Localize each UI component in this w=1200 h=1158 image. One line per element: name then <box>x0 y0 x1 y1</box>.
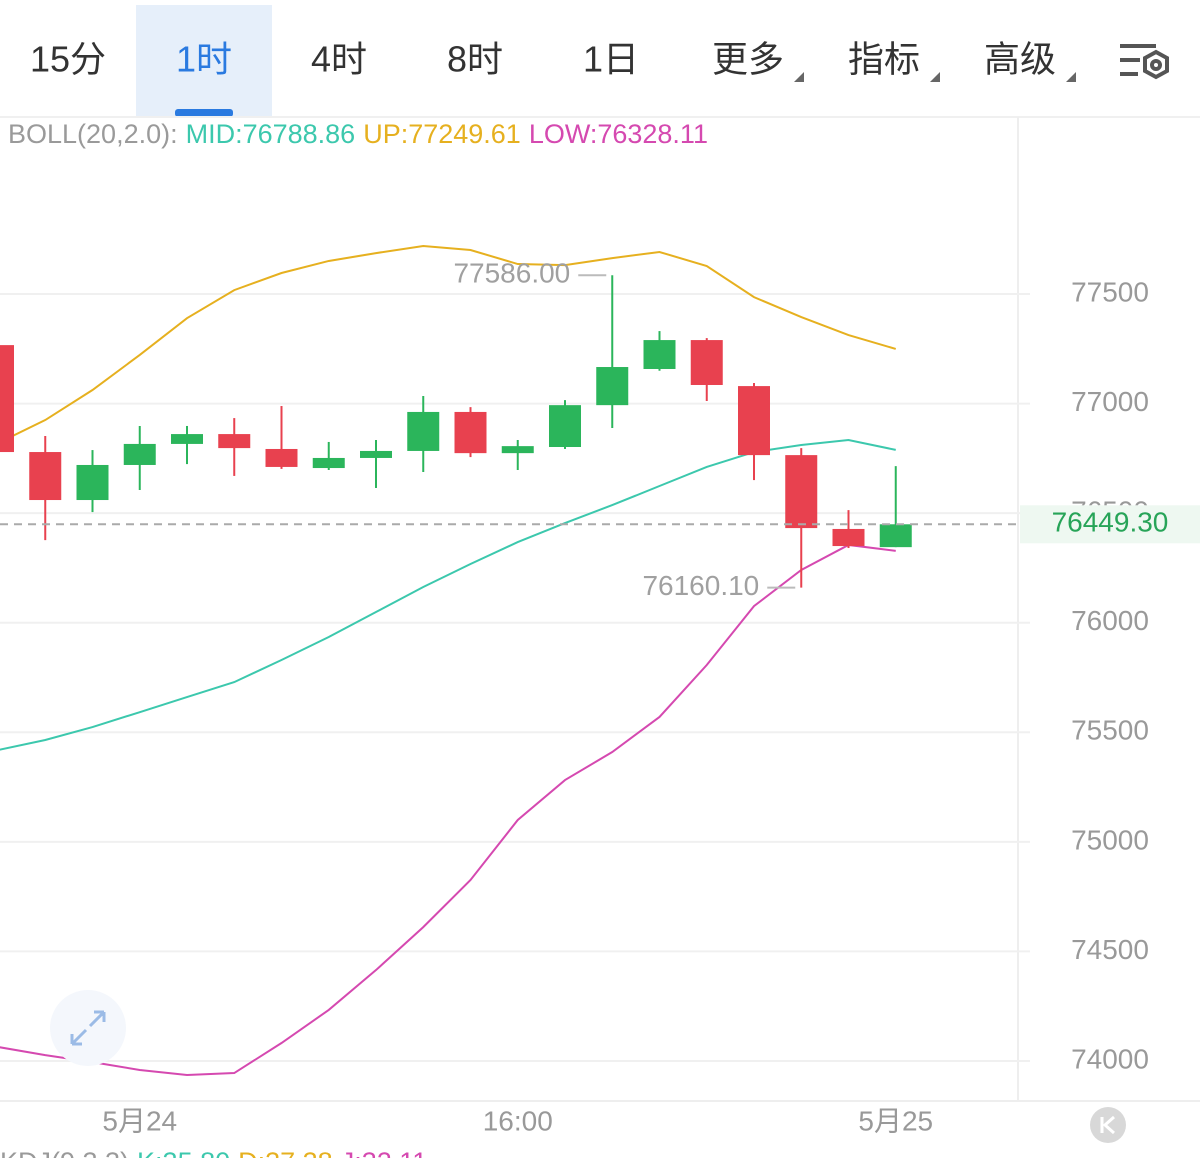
candle-body <box>549 405 581 448</box>
candle-body <box>0 345 14 453</box>
y-tick-label: 76000 <box>1071 605 1149 636</box>
candle-body <box>832 528 865 547</box>
candle-body <box>596 367 629 406</box>
scroll-end-button[interactable] <box>1090 1107 1126 1143</box>
kdj-name: KDJ(9,3,3) <box>0 1147 129 1158</box>
annotation-label: 76160.10 <box>642 570 759 601</box>
indicator-value: UP:77249.61 <box>363 119 521 149</box>
candle-body <box>312 457 345 469</box>
indicator-value: MID:76788.86 <box>186 119 356 149</box>
y-tick-label: 75000 <box>1071 824 1149 855</box>
tab[interactable]: 15分 <box>30 39 106 80</box>
y-tick-label: 75500 <box>1071 715 1149 746</box>
tab-underline <box>175 109 233 117</box>
expand-button[interactable] <box>50 990 126 1066</box>
y-tick-label: 74500 <box>1071 934 1149 965</box>
y-tick-label: 74000 <box>1071 1043 1149 1074</box>
kdj-value: K:35.80 <box>137 1147 230 1158</box>
tab[interactable]: 高级 <box>984 39 1076 82</box>
tab[interactable]: 8时 <box>447 39 503 80</box>
tab[interactable]: 指标 <box>848 39 940 82</box>
tab-label: 4时 <box>311 39 367 80</box>
candle-body <box>76 464 109 501</box>
candle <box>407 395 440 472</box>
tab-label: 指标 <box>848 39 920 80</box>
last-price-label: 76449.30 <box>1052 507 1169 538</box>
candle <box>832 510 865 549</box>
tab-label: 8时 <box>447 39 503 80</box>
candle-body <box>690 340 723 385</box>
tab-label: 1时 <box>176 39 232 80</box>
tab-bar: 15分 1时 4时 8时 1日 更多 指标 高级 <box>30 5 1076 117</box>
tab-dropdown <box>1066 72 1076 82</box>
candle <box>360 439 392 488</box>
candle-body <box>643 340 676 369</box>
candle <box>690 338 723 401</box>
last-price-box <box>1020 505 1200 544</box>
tab[interactable]: 1日 <box>583 39 639 80</box>
candle <box>501 439 534 471</box>
candle-body <box>29 452 62 501</box>
candle <box>312 441 345 471</box>
boll-line <box>0 245 897 444</box>
candle <box>549 400 581 449</box>
plot-area <box>0 245 912 1077</box>
candle-body <box>879 524 912 548</box>
kdj-header: KDJ(9,3,3) K:35.80 D:37.38 J:32.11 <box>0 1147 427 1158</box>
settings-icon[interactable] <box>1120 44 1169 80</box>
y-tick-label: 77500 <box>1071 276 1149 307</box>
candle <box>0 345 14 453</box>
overlay: 5月24 16:00 5月25 77586.00 76160.10 76449.30 <box>0 258 1200 1136</box>
tab-label: 高级 <box>984 39 1056 80</box>
indicator-value: LOW:76328.11 <box>529 119 708 149</box>
grid: 7400074500750007550076000765007700077500 <box>0 276 1149 1074</box>
x-tick-label: 5月25 <box>858 1105 933 1136</box>
tab-highlight <box>136 5 272 117</box>
x-tick-label: 5月24 <box>102 1105 177 1136</box>
candle-body <box>218 434 251 449</box>
candle <box>218 418 251 476</box>
candle-body <box>265 448 298 467</box>
tab-dropdown <box>794 72 804 82</box>
tab[interactable]: 更多 <box>712 39 804 82</box>
candle <box>76 450 109 513</box>
candle <box>29 436 62 541</box>
y-tick-label: 77000 <box>1071 386 1149 417</box>
indicator-header: BOLL(20,2.0): MID:76788.86 UP:77249.61 LOW:… <box>8 119 708 149</box>
candle-body <box>123 443 156 465</box>
tab-label: 15分 <box>30 39 106 80</box>
candle <box>785 448 818 588</box>
candle <box>596 275 629 428</box>
candle <box>265 406 298 469</box>
candle-body <box>171 434 203 444</box>
indicator-name: BOLL(20,2.0): <box>8 119 178 149</box>
kdj-value: D:37.38 <box>238 1147 333 1158</box>
candle <box>643 331 676 371</box>
annotation-label: 77586.00 <box>453 258 570 289</box>
tab-dropdown <box>930 72 940 82</box>
kdj-value: J:32.11 <box>341 1147 428 1158</box>
candle-body <box>454 411 487 454</box>
tab[interactable]: 1时 <box>136 5 272 117</box>
candle <box>123 425 156 490</box>
candle-body <box>785 455 818 529</box>
candle-body <box>360 450 392 458</box>
x-tick-label: 16:00 <box>483 1105 553 1136</box>
candle <box>879 466 912 548</box>
tab[interactable]: 4时 <box>311 39 367 80</box>
candle <box>171 425 203 465</box>
tab-label: 更多 <box>712 39 784 80</box>
boll-line <box>0 543 896 1077</box>
candle-body <box>738 386 770 456</box>
tab-label: 1日 <box>583 39 639 80</box>
candle-body <box>407 411 440 451</box>
candle <box>454 407 487 458</box>
candle <box>738 383 770 481</box>
candle-body <box>501 446 534 454</box>
